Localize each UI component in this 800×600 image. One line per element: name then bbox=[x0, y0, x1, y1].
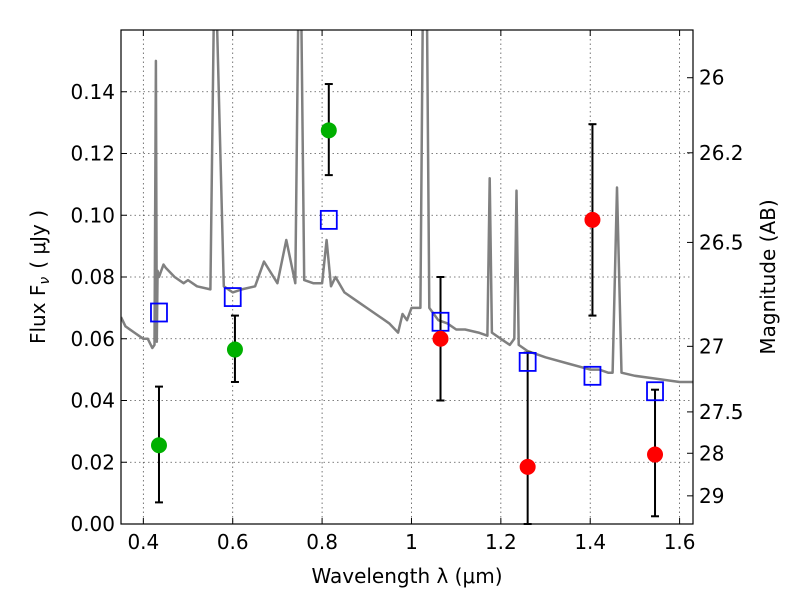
x-axis-label: Wavelength λ (μm) bbox=[311, 564, 502, 588]
y-axis-label-unit: ( μJy ) bbox=[26, 210, 50, 269]
markers bbox=[150, 122, 664, 475]
model-band-square bbox=[319, 209, 338, 230]
x-tick-label: 1.6 bbox=[664, 530, 696, 554]
x-tick-label: 0.6 bbox=[217, 530, 249, 554]
observed-optical-point bbox=[226, 341, 243, 358]
model-band-square bbox=[518, 352, 537, 372]
plot-area bbox=[121, 30, 693, 384]
model-band-square bbox=[150, 302, 168, 323]
y-tick-label: 0.02 bbox=[70, 450, 115, 474]
observed-nir-point bbox=[647, 446, 664, 463]
y-tick-label: 0.00 bbox=[70, 512, 115, 536]
y-tick-label: 0.14 bbox=[70, 80, 115, 104]
observed-nir-point bbox=[584, 211, 601, 228]
x-tick-label: 1.2 bbox=[485, 530, 517, 554]
grid bbox=[121, 30, 693, 525]
y-axis-label-main: Flux F bbox=[26, 285, 50, 344]
x-tick-label: 1 bbox=[405, 530, 418, 554]
observed-nir-point bbox=[519, 458, 536, 475]
x-tick-label: 0.4 bbox=[127, 530, 159, 554]
mag-tick-label: 26.5 bbox=[699, 230, 744, 254]
x-tick-label: 1.4 bbox=[574, 530, 606, 554]
y-axis-label: Flux Fν ( μJy ) bbox=[26, 210, 53, 344]
observed-optical-point bbox=[150, 437, 167, 454]
mag-tick-label: 29 bbox=[699, 484, 724, 508]
observed-nir-point bbox=[432, 330, 449, 347]
y-tick-label: 0.10 bbox=[70, 203, 115, 227]
ticks: 0.4 0.6 0.8 1 1.2 1.4 1.6 0.00 0.02 0.04 0.06 0.08 0… bbox=[70, 30, 744, 554]
error-bars bbox=[154, 83, 660, 525]
mag-tick-label: 27 bbox=[699, 334, 724, 358]
y-tick-label: 0.08 bbox=[70, 265, 115, 289]
y-tick-label: 0.12 bbox=[70, 142, 115, 166]
model-spectrum-line bbox=[121, 30, 693, 384]
y-axis-label-subscript: ν bbox=[37, 277, 53, 285]
model-band-square bbox=[646, 381, 664, 402]
y2-axis-label: Magnitude (AB) bbox=[756, 199, 780, 354]
y-tick-label: 0.06 bbox=[70, 327, 115, 351]
observed-optical-point bbox=[320, 122, 337, 139]
y-tick-label: 0.04 bbox=[70, 389, 115, 413]
mag-tick-label: 26.2 bbox=[699, 141, 744, 165]
model-band-square bbox=[223, 287, 242, 307]
model-band-square bbox=[583, 365, 602, 386]
mag-tick-label: 28 bbox=[699, 441, 724, 465]
mag-tick-label: 27.5 bbox=[699, 400, 744, 424]
x-tick-label: 0.8 bbox=[306, 530, 338, 554]
mag-tick-label: 26 bbox=[699, 66, 724, 90]
